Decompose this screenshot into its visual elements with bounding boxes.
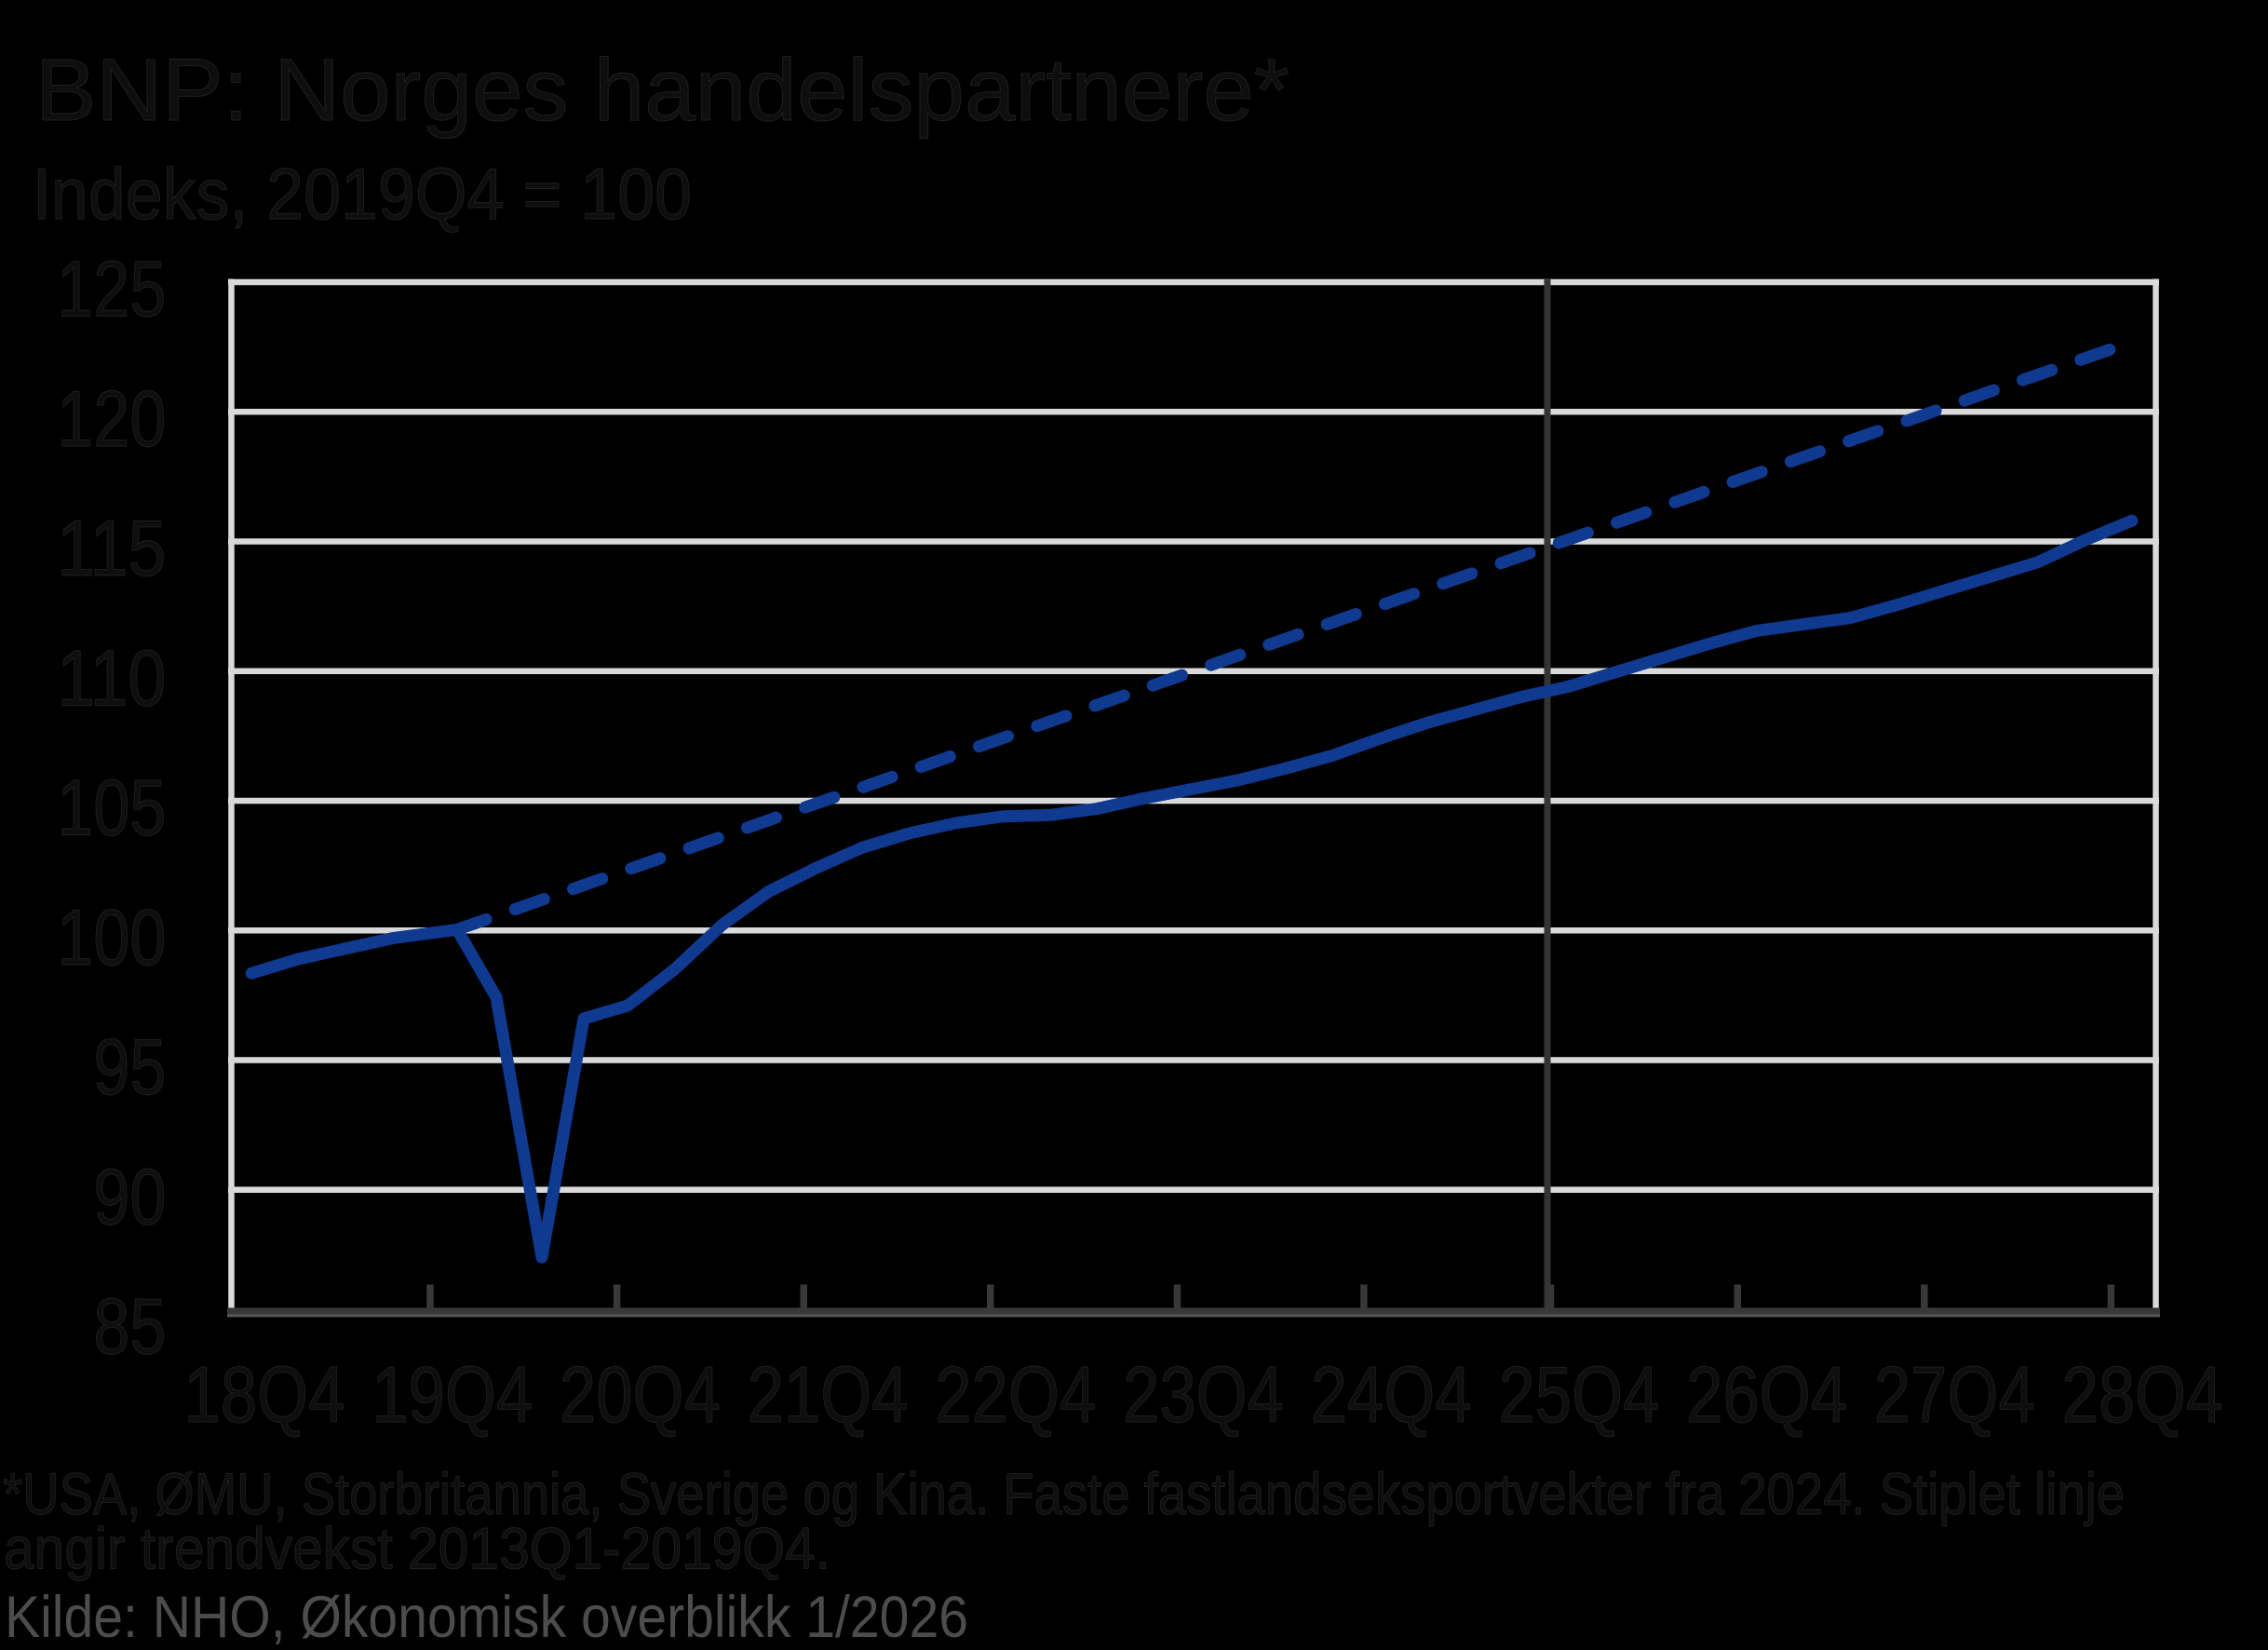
svg-text:85: 85 — [93, 1283, 166, 1372]
svg-text:110: 110 — [57, 634, 166, 723]
svg-text:24Q4: 24Q4 — [1311, 1351, 1472, 1440]
svg-text:Kilde: NHO, Økonomisk overblik: Kilde: NHO, Økonomisk overblikk 1/2026 — [5, 1585, 968, 1650]
svg-text:20Q4: 20Q4 — [560, 1351, 721, 1440]
svg-text:23Q4: 23Q4 — [1123, 1351, 1284, 1440]
svg-text:90: 90 — [93, 1153, 166, 1241]
svg-text:25Q4: 25Q4 — [1498, 1351, 1659, 1440]
svg-text:19Q4: 19Q4 — [371, 1351, 533, 1440]
svg-text:*USA, ØMU, Storbritannia, Sver: *USA, ØMU, Storbritannia, Sverige og Kin… — [3, 1462, 2125, 1527]
svg-text:22Q4: 22Q4 — [935, 1351, 1096, 1440]
svg-text:105: 105 — [57, 764, 166, 853]
svg-text:angir trendvekst 2013Q1-2019Q4: angir trendvekst 2013Q1-2019Q4. — [4, 1517, 830, 1582]
svg-text:27Q4: 27Q4 — [1874, 1351, 2035, 1440]
svg-text:115: 115 — [57, 505, 166, 593]
svg-text:21Q4: 21Q4 — [748, 1351, 909, 1440]
svg-text:125: 125 — [57, 246, 166, 334]
svg-text:100: 100 — [57, 894, 166, 982]
svg-text:28Q4: 28Q4 — [2062, 1351, 2223, 1440]
svg-text:26Q4: 26Q4 — [1686, 1351, 1847, 1440]
svg-text:18Q4: 18Q4 — [184, 1351, 345, 1440]
svg-text:Indeks, 2019Q4 = 100: Indeks, 2019Q4 = 100 — [33, 153, 692, 235]
svg-text:BNP: Norges handelspartnere*: BNP: Norges handelspartnere* — [35, 41, 1289, 140]
svg-text:95: 95 — [93, 1023, 166, 1112]
svg-text:120: 120 — [57, 375, 166, 464]
